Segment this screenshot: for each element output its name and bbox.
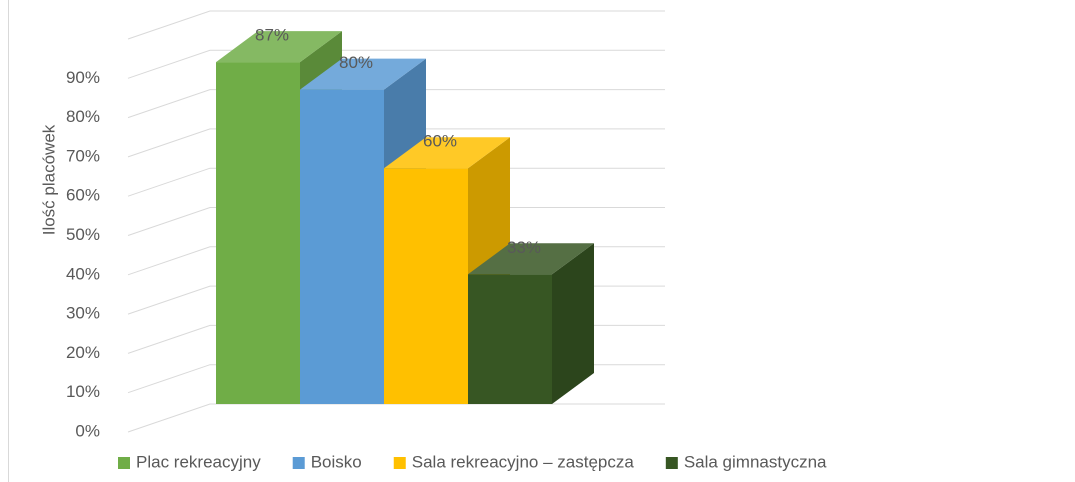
grid-line	[127, 167, 665, 197]
grid-line	[127, 10, 665, 40]
data-label: 87%	[255, 26, 289, 45]
legend-swatch	[292, 457, 305, 469]
legend-swatch	[393, 457, 406, 469]
data-label: 60%	[423, 132, 457, 151]
y-tick-label: 70%	[66, 146, 100, 165]
grid-line	[127, 128, 665, 158]
bar-top	[216, 31, 342, 63]
y-tick-label: 30%	[66, 304, 100, 323]
y-axis-title: Ilość placówek	[39, 124, 58, 235]
bar-front	[384, 168, 468, 404]
y-tick-label: 50%	[66, 225, 100, 244]
legend-label: Plac rekreacyjny	[136, 452, 261, 471]
bar-top	[384, 137, 510, 169]
y-tick-label: 20%	[66, 343, 100, 362]
bar	[468, 243, 594, 404]
y-tick-label: 0%	[75, 421, 100, 440]
data-label: 33%	[507, 238, 541, 257]
legend-label: Boisko	[311, 452, 362, 471]
y-tick-label: 10%	[66, 382, 100, 401]
y-tick-label: 80%	[66, 107, 100, 126]
grid-line	[127, 89, 665, 119]
legend-label: Sala rekreacyjno – zastępcza	[412, 452, 635, 471]
legend-swatch	[665, 457, 678, 469]
grid-line	[127, 207, 665, 236]
grid-line	[127, 49, 665, 79]
y-tick-label: 40%	[66, 264, 100, 283]
y-tick-label: 90%	[66, 68, 100, 87]
legend-swatch	[118, 457, 130, 469]
y-tick-label: 60%	[66, 186, 100, 205]
bar-top	[468, 243, 594, 275]
bar-front	[468, 274, 552, 404]
data-label: 80%	[339, 53, 373, 72]
bar-side	[552, 243, 594, 404]
grid-line	[127, 403, 665, 433]
bar-top	[300, 58, 426, 90]
bar-front	[300, 89, 384, 404]
bar-front	[216, 62, 300, 405]
legend-label: Sala gimnastyczna	[684, 452, 827, 471]
